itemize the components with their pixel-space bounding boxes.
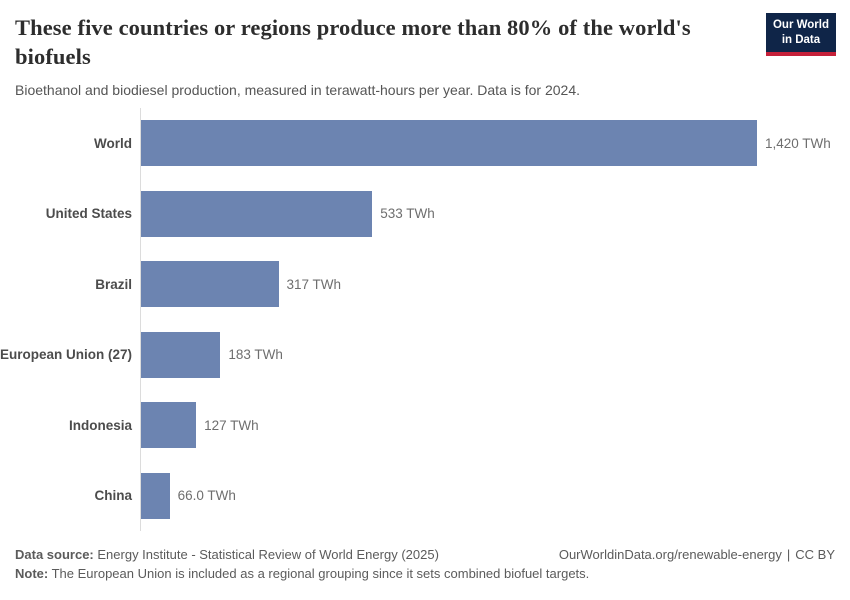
bar-track-united-states: 533 TWh <box>140 178 850 249</box>
bar-row-european-union-27: European Union (27) 183 TWh <box>0 319 850 390</box>
chart-subtitle: Bioethanol and biodiesel production, mea… <box>15 81 581 98</box>
chart-footer: Data source: Energy Institute - Statisti… <box>15 547 835 581</box>
owid-logo-line1: Our World <box>772 19 829 31</box>
category-label-china: China <box>94 488 132 504</box>
owid-url-link[interactable]: OurWorldinData.org/renewable-energy <box>558 547 782 562</box>
bar-indonesia[interactable] <box>141 402 197 449</box>
bar-european-union-27[interactable] <box>141 331 221 378</box>
value-label-indonesia: 127 TWh <box>204 417 259 433</box>
note-text: The European Union is included as a regi… <box>51 566 590 581</box>
value-label-united-states: 533 TWh <box>380 206 435 222</box>
footer-note-line: Note: The European Union is included as … <box>15 566 835 581</box>
note-label: Note: <box>15 566 49 581</box>
value-label-china: 66.0 TWh <box>177 488 236 504</box>
bar-row-brazil: Brazil 317 TWh <box>0 249 850 320</box>
owid-logo-line2: in Data <box>781 33 821 46</box>
bar-track-world: 1,420 TWh <box>140 108 850 179</box>
license-link[interactable]: CC BY <box>795 547 835 562</box>
attribution-separator: | <box>786 547 791 562</box>
bar-row-indonesia: Indonesia 127 TWh <box>0 390 850 461</box>
bar-united-states[interactable] <box>141 190 373 237</box>
bar-track-brazil: 317 TWh <box>140 249 850 320</box>
footer-source-line: Data source: Energy Institute - Statisti… <box>15 547 835 562</box>
bar-row-china: China 66.0 TWh <box>0 460 850 531</box>
category-label-indonesia: Indonesia <box>68 417 132 433</box>
owid-logo[interactable]: Our World in Data <box>765 13 836 56</box>
value-label-world: 1,420 TWh <box>765 135 831 151</box>
data-source-text[interactable]: Energy Institute - Statistical Review of… <box>97 547 439 562</box>
bar-track-indonesia: 127 TWh <box>140 390 850 461</box>
category-label-european-union-27: European Union (27) <box>0 347 133 363</box>
bar-track-european-union-27: 183 TWh <box>140 319 850 390</box>
category-label-united-states: United States <box>45 206 132 222</box>
bar-row-united-states: United States 533 TWh <box>0 178 850 249</box>
category-label-world: World <box>94 135 132 151</box>
data-source: Data source: Energy Institute - Statisti… <box>15 547 439 562</box>
footer-attribution: OurWorldinData.org/renewable-energy | CC B… <box>559 547 835 562</box>
chart-header: These five countries or regions produce … <box>15 14 770 98</box>
bar-chart: World 1,420 TWh United States 533 TWh Brazil… <box>0 108 850 531</box>
bar-row-world: World 1,420 TWh <box>0 108 850 179</box>
data-source-label: Data source: <box>15 547 94 562</box>
value-label-brazil: 317 TWh <box>286 276 342 292</box>
bar-china[interactable] <box>141 472 170 519</box>
chart-title: These five countries or regions produce … <box>15 15 691 69</box>
bar-brazil[interactable] <box>141 261 279 308</box>
bar-world[interactable] <box>141 120 757 167</box>
category-label-brazil: Brazil <box>95 276 132 292</box>
bar-track-china: 66.0 TWh <box>140 460 850 531</box>
value-label-european-union-27: 183 TWh <box>228 347 283 363</box>
